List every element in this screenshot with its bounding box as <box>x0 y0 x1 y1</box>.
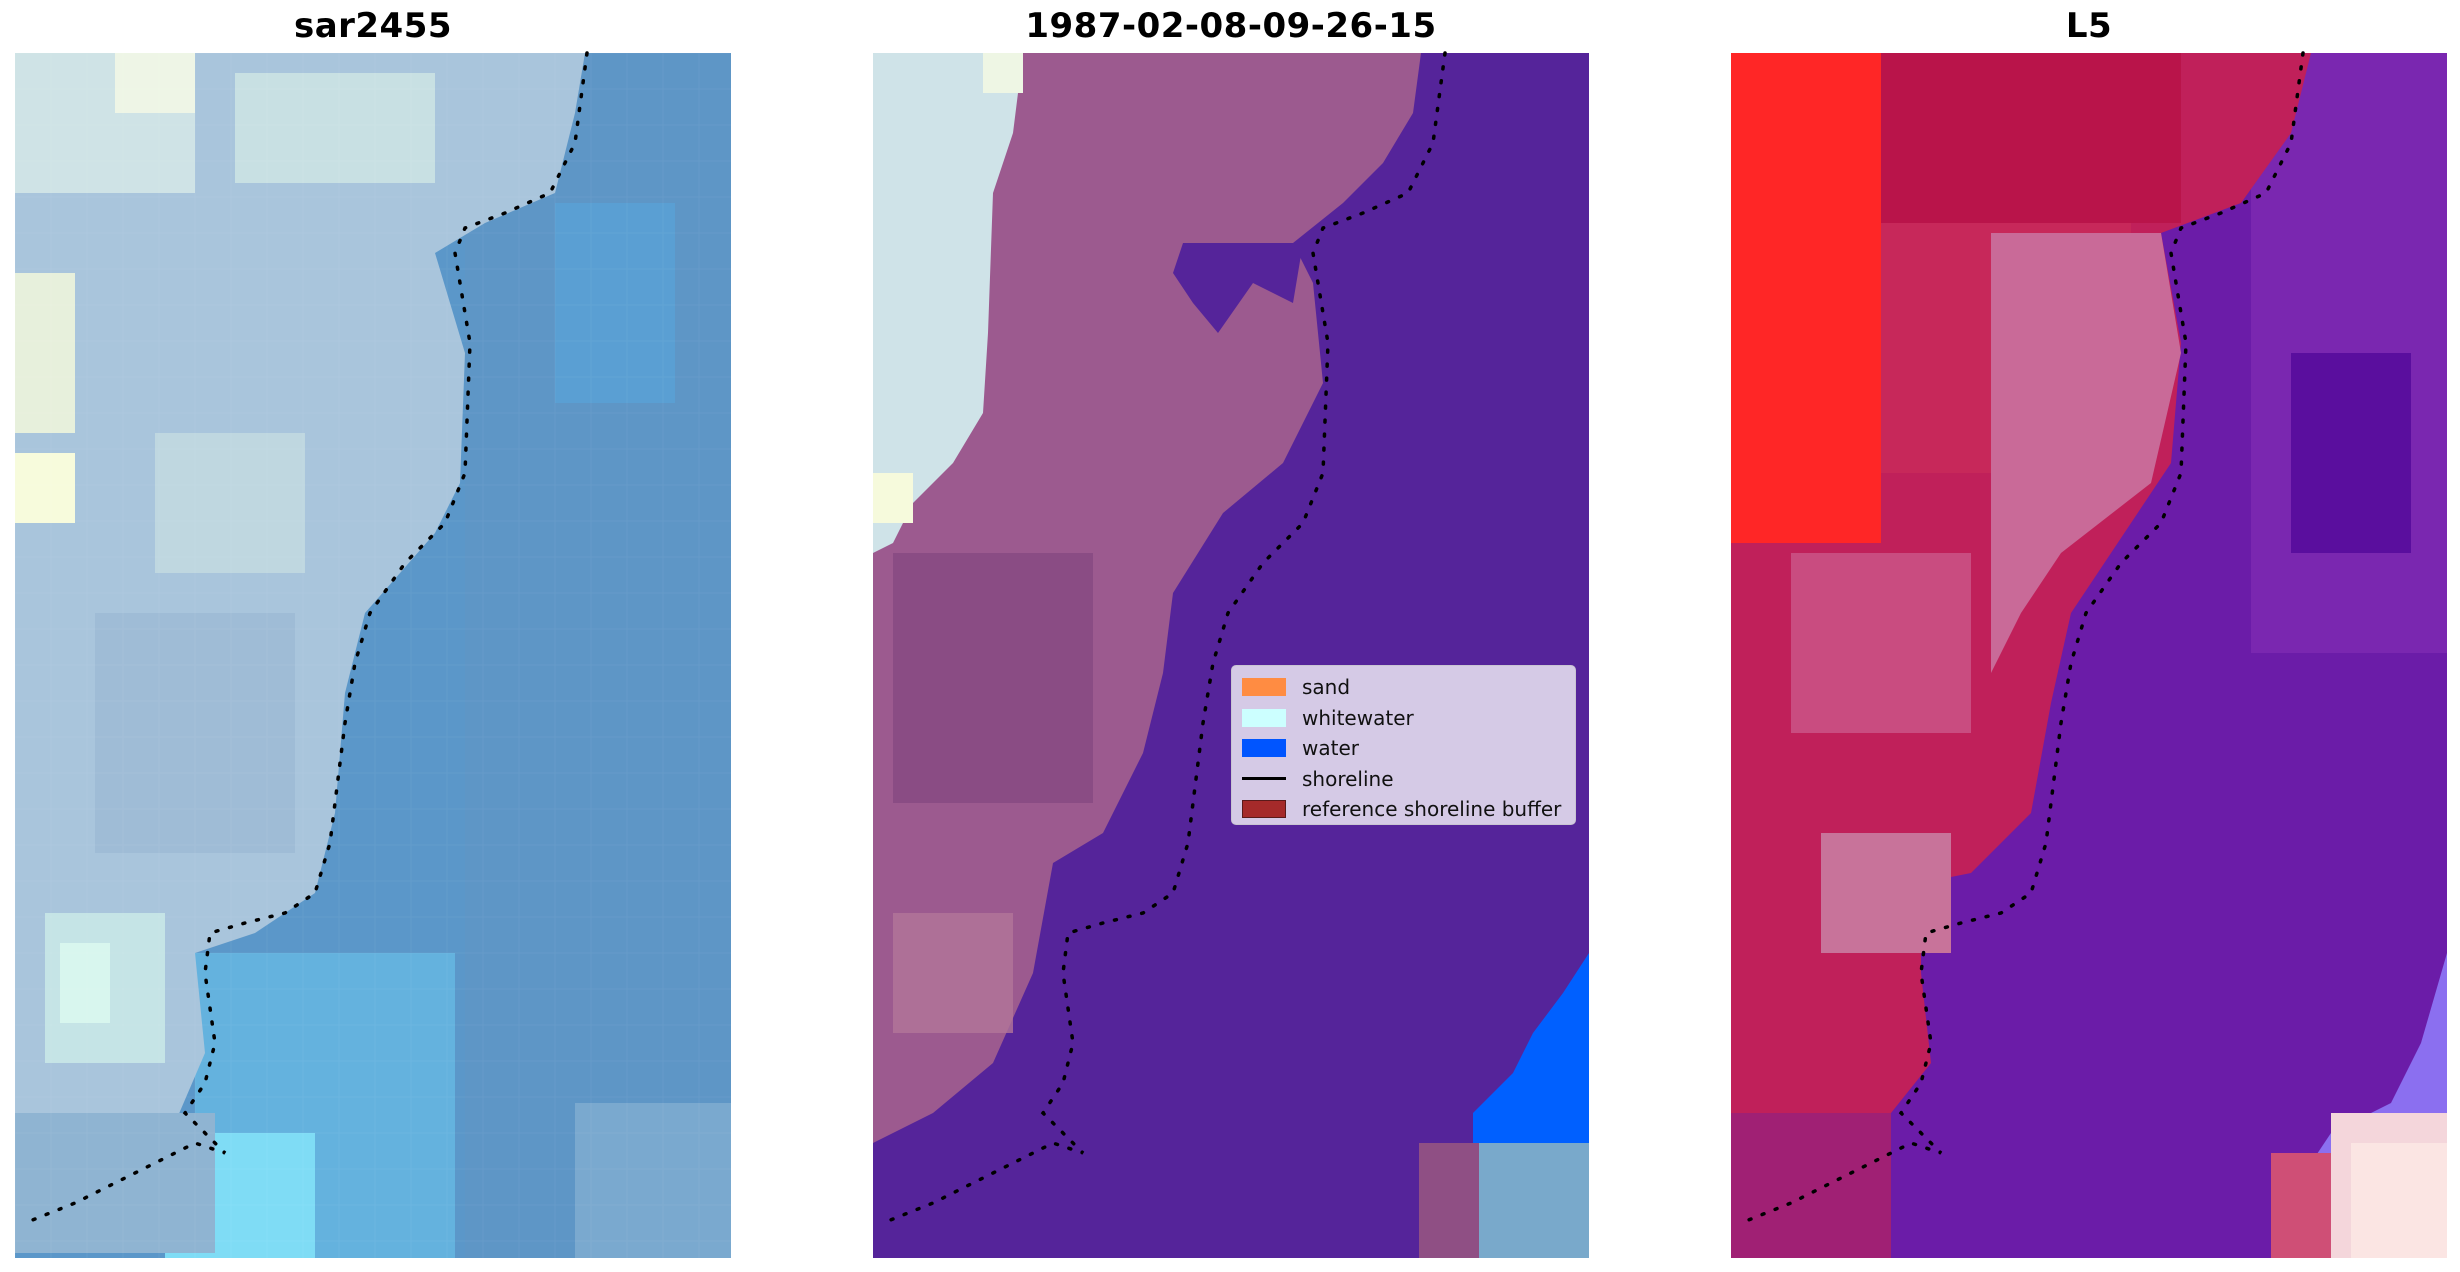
legend-label-reference-buffer: reference shoreline buffer <box>1302 797 1562 822</box>
legend-label-water: water <box>1302 736 1359 761</box>
legend-label-shoreline: shoreline <box>1302 766 1394 791</box>
legend-item-water: water <box>1242 733 1565 764</box>
legend-item-reference-buffer: reference shoreline buffer <box>1242 794 1565 825</box>
legend: sand whitewater water shoreline referenc… <box>1231 665 1576 825</box>
image-panel-classification <box>873 53 1589 1258</box>
sar-image <box>15 53 731 1258</box>
legend-swatch-reference-buffer <box>1242 800 1286 819</box>
classification-image <box>873 53 1589 1258</box>
panel-title-1: sar2455 <box>293 6 453 46</box>
legend-item-sand: sand <box>1242 672 1565 703</box>
legend-swatch-whitewater <box>1242 708 1286 727</box>
l5-image <box>1731 53 2447 1258</box>
image-panel-l5 <box>1731 53 2447 1258</box>
legend-label-sand: sand <box>1302 675 1351 700</box>
legend-swatch-shoreline <box>1242 777 1286 781</box>
legend-item-shoreline: shoreline <box>1242 764 1565 795</box>
panel-title-2: 1987-02-08-09-26-15 <box>1025 6 1437 46</box>
panel-title-3: L5 <box>2065 6 2113 46</box>
legend-label-whitewater: whitewater <box>1302 705 1414 730</box>
legend-swatch-sand <box>1242 678 1286 697</box>
legend-item-whitewater: whitewater <box>1242 703 1565 734</box>
legend-swatch-water <box>1242 739 1286 758</box>
image-panel-sar <box>15 53 731 1258</box>
